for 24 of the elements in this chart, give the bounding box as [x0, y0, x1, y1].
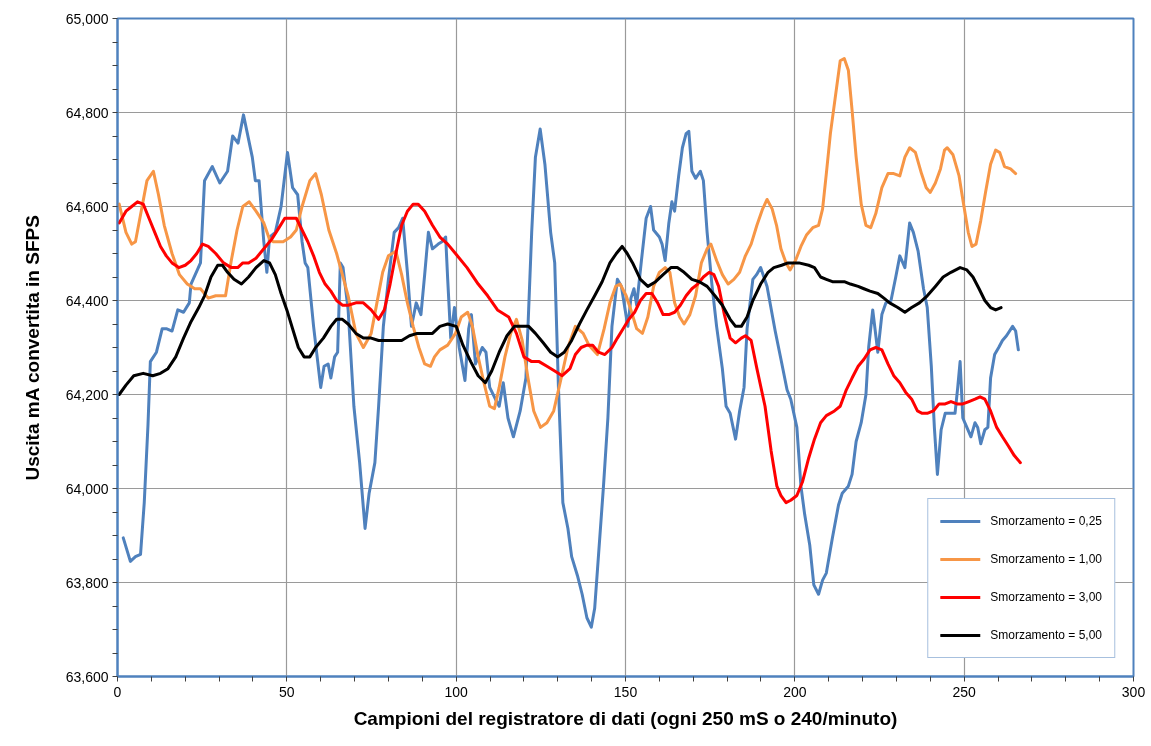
line-series: [117, 56, 1018, 429]
y-tick-label: 63,600: [65, 668, 109, 685]
y-tick-label: 64,000: [65, 480, 109, 497]
legend-label: Smorzamento = 1,00: [990, 551, 1102, 568]
legend-label: Smorzamento = 5,00: [990, 627, 1102, 644]
y-tick-label: 64,800: [65, 104, 109, 121]
line-series: [117, 200, 1022, 505]
y-tick-label: 63,800: [65, 574, 109, 591]
y-tick-label: 64,600: [65, 198, 109, 215]
y-tick-label: 64,400: [65, 292, 109, 309]
x-tick-label: 150: [613, 683, 638, 700]
legend-label: Smorzamento = 0,25: [990, 513, 1102, 530]
x-tick-label: 200: [783, 683, 807, 700]
legend-label: Smorzamento = 3,00: [990, 589, 1102, 606]
y-tick-label: 64,200: [65, 386, 109, 403]
x-tick-label: 300: [1121, 683, 1146, 700]
y-tick-label: 65,000: [65, 10, 109, 27]
x-tick-label: 0: [113, 683, 122, 700]
x-tick-label: 250: [952, 683, 977, 700]
y-axis-title: Uscita mA convertita in SFPS: [21, 215, 43, 481]
x-tick-label: 100: [444, 683, 469, 700]
x-axis-title: Campioni del registratore di dati (ogni 250 mS o 240/minuto): [353, 707, 898, 729]
x-tick-label: 50: [279, 683, 295, 700]
line-series: [117, 244, 1003, 396]
